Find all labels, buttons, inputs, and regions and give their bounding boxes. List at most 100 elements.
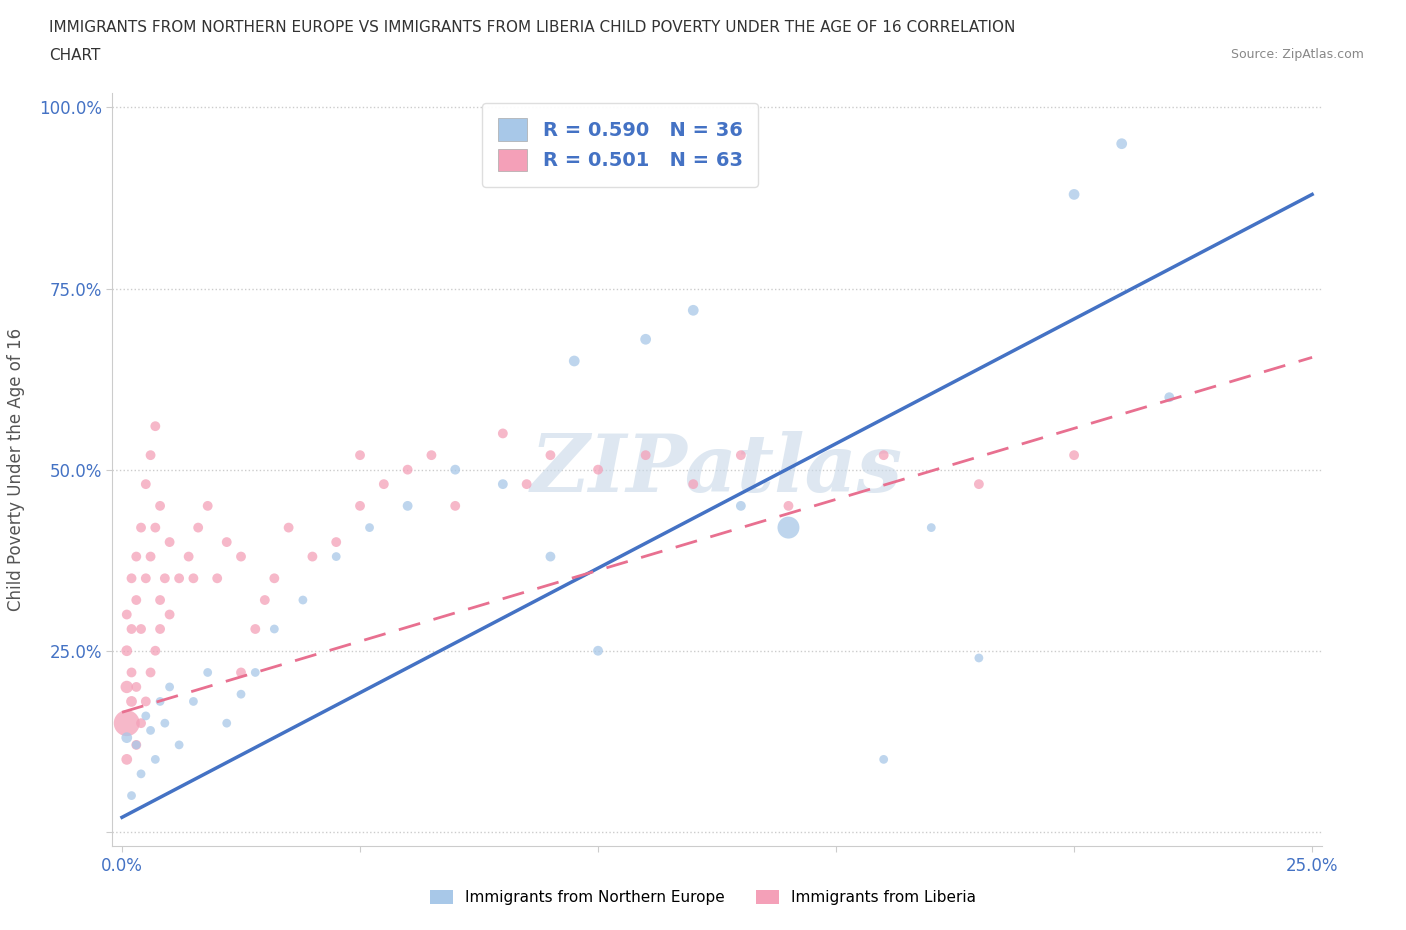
Point [396, 498, 419, 513]
Point [149, 694, 172, 709]
Point [167, 571, 190, 586]
Text: CHART: CHART [49, 48, 101, 63]
Point [129, 520, 152, 535]
Point [197, 498, 219, 513]
Point [125, 549, 148, 564]
Point [115, 607, 138, 622]
Point [159, 607, 181, 622]
Point [538, 447, 561, 462]
Point [159, 680, 181, 695]
Point [444, 462, 467, 477]
Point [730, 498, 752, 513]
Point [349, 447, 371, 462]
Point [205, 571, 228, 586]
Point [143, 418, 166, 433]
Point [143, 520, 166, 535]
Point [586, 644, 609, 658]
Point [253, 592, 276, 607]
Point [967, 651, 990, 666]
Point [967, 477, 990, 492]
Point [129, 766, 152, 781]
Point [538, 549, 561, 564]
Text: ZIPatlas: ZIPatlas [531, 431, 903, 509]
Point [187, 520, 209, 535]
Point [492, 426, 515, 441]
Point [263, 571, 285, 586]
Point [277, 520, 299, 535]
Point [149, 621, 172, 636]
Point [301, 549, 323, 564]
Point [373, 477, 395, 492]
Point [1111, 137, 1133, 152]
Point [396, 462, 419, 477]
Point [121, 621, 143, 636]
Point [1159, 390, 1181, 405]
Point [149, 498, 172, 513]
Point [682, 303, 704, 318]
Point [730, 447, 752, 462]
Point [183, 571, 205, 586]
Point [349, 498, 371, 513]
Point [778, 498, 800, 513]
Point [1063, 187, 1085, 202]
Point [873, 447, 896, 462]
Point [325, 535, 347, 550]
Point [125, 737, 148, 752]
Point [115, 644, 138, 658]
Point [245, 665, 267, 680]
Point [121, 571, 143, 586]
Point [183, 694, 205, 709]
Point [153, 716, 176, 731]
Point [149, 592, 172, 607]
Point [121, 694, 143, 709]
Point [121, 788, 143, 803]
Point [920, 520, 942, 535]
Point [562, 353, 585, 368]
Point [444, 498, 467, 513]
Point [586, 462, 609, 477]
Point [420, 447, 443, 462]
Point [143, 644, 166, 658]
Point [873, 752, 896, 767]
Point [159, 535, 181, 550]
Point [634, 332, 657, 347]
Point [135, 571, 157, 586]
Point [135, 694, 157, 709]
Point [143, 752, 166, 767]
Point [229, 665, 252, 680]
Point [115, 716, 138, 731]
Point [167, 737, 190, 752]
Point [139, 447, 162, 462]
Point [139, 723, 162, 737]
Point [291, 592, 314, 607]
Point [682, 477, 704, 492]
Point [516, 477, 538, 492]
Point [215, 716, 238, 731]
Point [115, 730, 138, 745]
Point [215, 535, 238, 550]
Point [115, 680, 138, 695]
Point [125, 737, 148, 752]
Point [245, 621, 267, 636]
Point [1063, 447, 1085, 462]
Point [135, 709, 157, 724]
Point [778, 520, 800, 535]
Point [139, 665, 162, 680]
Point [153, 571, 176, 586]
Point [263, 621, 285, 636]
Legend: Immigrants from Northern Europe, Immigrants from Liberia: Immigrants from Northern Europe, Immigra… [425, 884, 981, 911]
Point [492, 477, 515, 492]
Point [125, 592, 148, 607]
Point [177, 549, 200, 564]
Point [229, 549, 252, 564]
Point [359, 520, 381, 535]
Point [229, 686, 252, 701]
Point [115, 752, 138, 767]
Y-axis label: Child Poverty Under the Age of 16: Child Poverty Under the Age of 16 [7, 328, 25, 611]
Legend: R = 0.590   N = 36, R = 0.501   N = 63: R = 0.590 N = 36, R = 0.501 N = 63 [482, 102, 758, 187]
Point [634, 447, 657, 462]
Point [135, 477, 157, 492]
Text: Source: ZipAtlas.com: Source: ZipAtlas.com [1230, 48, 1364, 61]
Text: IMMIGRANTS FROM NORTHERN EUROPE VS IMMIGRANTS FROM LIBERIA CHILD POVERTY UNDER T: IMMIGRANTS FROM NORTHERN EUROPE VS IMMIG… [49, 20, 1015, 35]
Point [139, 549, 162, 564]
